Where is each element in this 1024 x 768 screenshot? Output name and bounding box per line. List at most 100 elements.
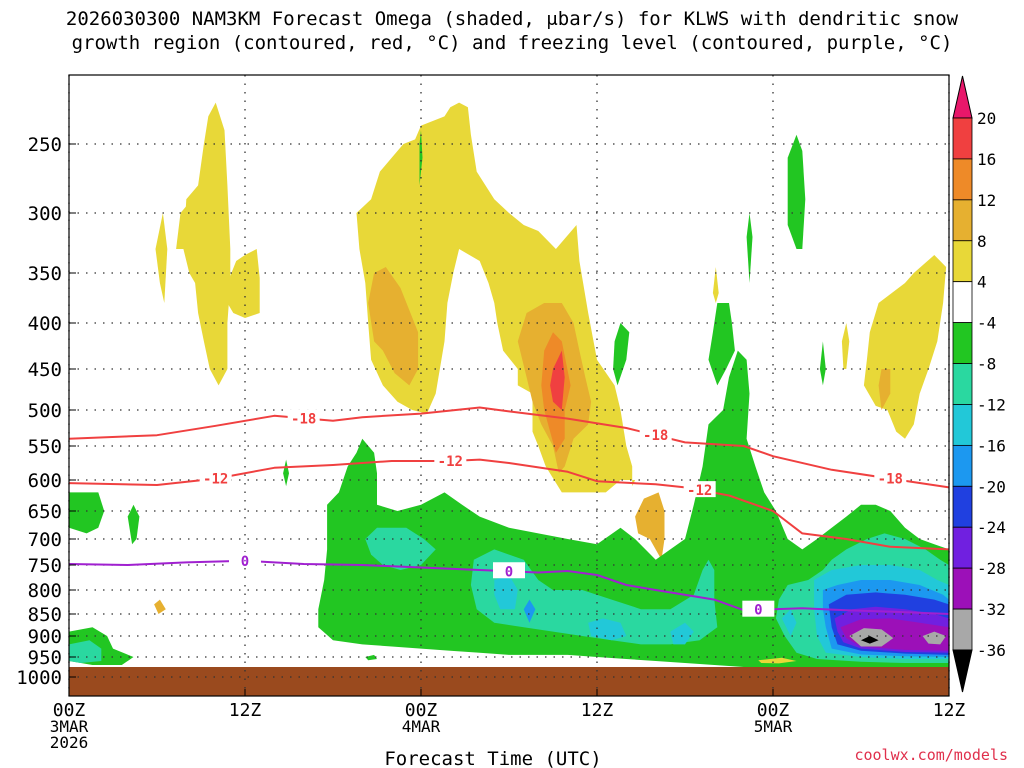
colorbar-label: -24 — [977, 518, 1006, 537]
omega-region-green-left-2 — [127, 504, 140, 545]
x-tick-label-12-1: 12Z — [229, 700, 262, 721]
colorbar-label: -8 — [977, 355, 996, 374]
omega-region-green-mid-d — [283, 459, 289, 487]
contour-label-freezing-level: 0 — [241, 554, 249, 570]
colorbar-label: 20 — [977, 109, 996, 128]
y-tick-label-800: 800 — [28, 580, 62, 602]
omega-region-green-mid-c — [819, 341, 826, 386]
colorbar-label: -20 — [977, 477, 1006, 496]
contour-dgz-lower: -12 -12 -12 — [68, 451, 950, 551]
y-tick-label-1000: 1000 — [16, 667, 62, 689]
y-tick-label-450: 450 — [28, 359, 62, 381]
y-tick-label-250: 250 — [28, 134, 62, 156]
omega-region-red-core — [550, 350, 565, 410]
contour-label-bg — [434, 451, 467, 468]
omega-region-blue-2 — [523, 599, 536, 623]
contour-label-bg — [493, 562, 525, 579]
omega-region-small-yellow-a — [841, 323, 850, 369]
x-tick-label-48-1: 00Z — [757, 700, 790, 721]
omega-region-green-small-low — [365, 654, 377, 661]
colorbar-label: -16 — [977, 436, 1006, 455]
colorbar-label: -12 — [977, 395, 1006, 414]
colorbar-label: -32 — [977, 600, 1006, 619]
chart-title-line-1: 2026030300 NAM3KM Forecast Omega (shaded… — [65, 8, 959, 30]
omega-region-upper-yellow-4 — [227, 249, 260, 318]
contour-label-bg — [742, 600, 775, 617]
y-tick-label-400: 400 — [28, 313, 62, 335]
omega-region-green-mid-a — [613, 323, 630, 386]
contour-label-bg — [683, 481, 716, 498]
y-tick-label-500: 500 — [28, 400, 62, 422]
omega-region-green-top-c — [746, 213, 753, 283]
terrain-fill — [69, 667, 949, 696]
omega-region-black-core — [861, 636, 879, 644]
contour-line-dgz-upper — [68, 406, 950, 489]
colorbar-segment — [952, 526, 973, 569]
colorbar-label: 8 — [977, 232, 987, 251]
y-tick-label-600: 600 — [28, 470, 62, 492]
plot-frame — [68, 74, 950, 697]
omega-region-teal-1 — [69, 640, 102, 663]
y-tick-label-750: 750 — [28, 555, 62, 577]
colorbar-label: -4 — [977, 314, 996, 333]
colorbar-segment — [952, 158, 973, 201]
contour-label-dgz-lower: -12 — [438, 454, 463, 470]
contour-dgz-upper: -18 -18 -18 — [68, 406, 950, 489]
contour-label-freezing-level: 0 — [754, 603, 762, 619]
contour-label-bg — [199, 469, 232, 486]
colorbar-segment — [952, 240, 973, 283]
colorbar-segment — [952, 199, 973, 242]
contour-label-bg — [287, 409, 320, 426]
x-tick-label-0-2: 3MAR — [50, 717, 89, 736]
omega-region-cyan-3 — [670, 622, 694, 645]
omega-region-small-yellow-b — [712, 267, 719, 303]
omega-region-upper-yellow-3 — [183, 102, 231, 386]
omega-region-small-yellow-low — [758, 657, 797, 664]
contour-label-bg — [874, 469, 907, 486]
y-tick-label-550: 550 — [28, 436, 62, 458]
x-tick-label-48-2: 5MAR — [754, 717, 793, 736]
colorbar-segment — [952, 404, 973, 446]
omega-region-orange-5 — [154, 599, 166, 614]
colorbar-segment — [952, 485, 973, 528]
x-axis-label: Forecast Time (UTC) — [384, 748, 601, 768]
colorbar-segment — [952, 117, 973, 160]
colorbar-label: 4 — [977, 273, 987, 292]
y-tick-label-300: 300 — [28, 203, 62, 225]
contour-label-freezing-level: 0 — [505, 564, 513, 580]
x-tick-label-24-2: 4MAR — [402, 717, 441, 736]
y-tick-label-700: 700 — [28, 529, 62, 551]
contour-label-dgz-lower: -12 — [203, 472, 228, 488]
x-tick-label-60-1: 12Z — [933, 700, 966, 721]
colorbar-label: -36 — [977, 641, 1006, 660]
colorbar-label: -28 — [977, 559, 1006, 578]
omega-region-green-left — [69, 492, 105, 534]
y-tick-label-950: 950 — [28, 647, 62, 669]
chart-title-line-2: growth region (contoured, red, °C) and f… — [71, 32, 953, 54]
omega-region-upper-yellow-right — [863, 255, 947, 439]
omega-region-cyan-2 — [588, 618, 627, 641]
contour-label-dgz-upper: -18 — [291, 411, 316, 427]
omega-region-orange-3 — [635, 492, 665, 560]
omega-region-upper-yellow-1 — [155, 213, 168, 303]
colorbar: 20 16 12 8 4 -4 -8 -12 -16 -20 -24 -28 -32 -36 — [952, 75, 1006, 693]
colorbar-segment — [952, 567, 973, 610]
contour-label-bg — [229, 551, 261, 568]
contour-label-dgz-lower: -12 — [687, 483, 712, 499]
colorbar-label: 16 — [977, 150, 996, 169]
omega-region-cyan-1 — [494, 575, 518, 610]
colorbar-label: 12 — [977, 191, 996, 210]
omega-region-orange-1 — [368, 267, 419, 386]
x-tick-label-36-1: 12Z — [581, 700, 614, 721]
y-tick-label-350: 350 — [28, 263, 62, 285]
x-tick-label-0-1: 00Z — [53, 700, 86, 721]
colorbar-bottom-arrow — [952, 649, 973, 693]
colorbar-top-arrow — [952, 75, 973, 119]
omega-region-orange-4 — [878, 369, 891, 410]
contour-label-bg — [639, 426, 672, 443]
x-tick-label-0-3: 2026 — [50, 733, 89, 752]
colorbar-segment — [952, 608, 973, 651]
contour-label-dgz-upper: -18 — [878, 472, 903, 488]
colorbar-segment — [952, 363, 973, 405]
